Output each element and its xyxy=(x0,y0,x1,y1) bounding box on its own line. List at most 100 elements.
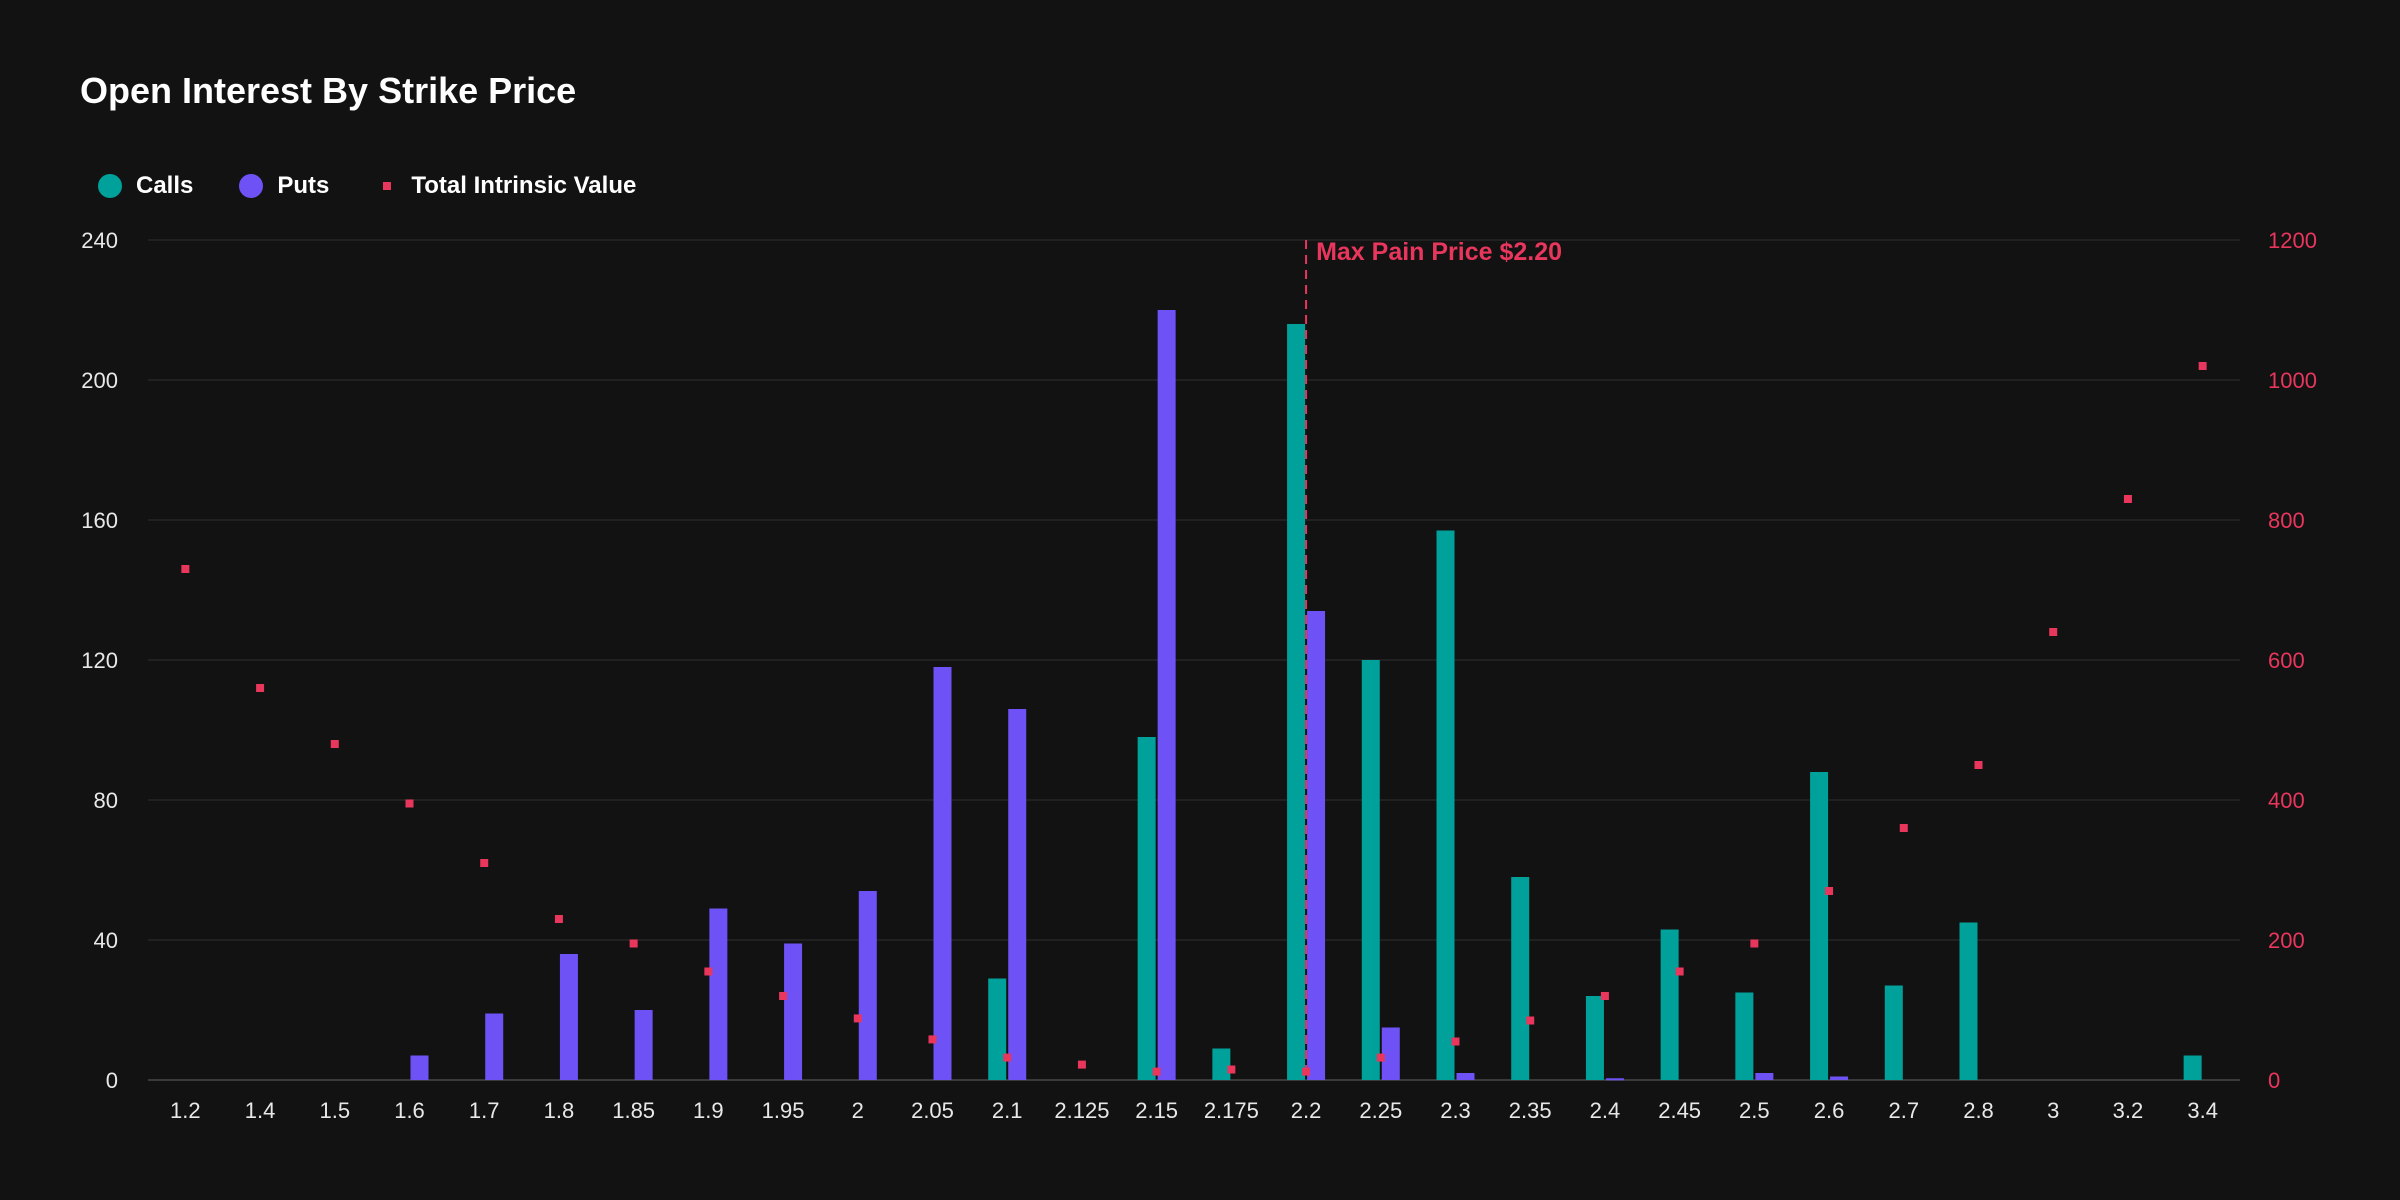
bar-puts xyxy=(1307,611,1326,1080)
point-intrinsic xyxy=(554,915,563,923)
bar-puts xyxy=(485,1013,504,1080)
x-tick-label: 1.7 xyxy=(469,1098,500,1123)
bar-calls xyxy=(1735,992,1754,1080)
point-intrinsic xyxy=(1152,1067,1161,1076)
x-tick-label: 1.6 xyxy=(394,1098,425,1123)
bar-puts xyxy=(784,943,803,1080)
x-tick-label: 1.95 xyxy=(762,1098,805,1123)
legend-item-puts[interactable]: Puts xyxy=(239,172,329,200)
point-intrinsic xyxy=(928,1035,937,1044)
y-left-tick-label: 40 xyxy=(94,928,118,953)
y-right-tick-label: 0 xyxy=(2268,1068,2280,1093)
x-tick-label: 3 xyxy=(2047,1098,2059,1123)
point-intrinsic xyxy=(853,1014,862,1023)
y-right-tick-label: 400 xyxy=(2268,788,2305,813)
bar-calls xyxy=(2183,1055,2202,1080)
x-tick-label: 1.8 xyxy=(544,1098,575,1123)
bar-puts xyxy=(709,908,728,1080)
bar-puts xyxy=(634,1010,653,1080)
point-intrinsic xyxy=(629,939,638,948)
x-tick-label: 3.4 xyxy=(2187,1098,2218,1123)
bar-calls xyxy=(1361,660,1380,1080)
x-tick-label: 2.4 xyxy=(1590,1098,1621,1123)
x-tick-label: 2.3 xyxy=(1440,1098,1471,1123)
max-pain-label: Max Pain Price $2.20 xyxy=(1316,238,1562,266)
point-intrinsic xyxy=(1974,761,1983,769)
y-right-tick-label: 1200 xyxy=(2268,228,2317,253)
x-tick-label: 1.5 xyxy=(319,1098,350,1123)
point-intrinsic xyxy=(181,565,190,573)
x-tick-label: 2.15 xyxy=(1135,1098,1178,1123)
bar-calls xyxy=(988,978,1007,1080)
point-intrinsic xyxy=(1675,967,1684,976)
x-tick-label: 2.8 xyxy=(1963,1098,1994,1123)
x-tick-label: 2.05 xyxy=(911,1098,954,1123)
point-intrinsic xyxy=(1825,887,1834,895)
point-intrinsic xyxy=(1077,1060,1086,1069)
point-intrinsic xyxy=(1526,1016,1535,1025)
point-intrinsic xyxy=(704,967,713,976)
bar-calls xyxy=(1959,922,1978,1080)
bar-puts xyxy=(410,1055,429,1080)
bar-calls xyxy=(1884,985,1903,1080)
point-intrinsic xyxy=(480,859,489,867)
y-right-tick-label: 800 xyxy=(2268,508,2305,533)
point-intrinsic xyxy=(2123,495,2132,503)
x-tick-label: 2.175 xyxy=(1204,1098,1259,1123)
point-intrinsic xyxy=(1899,824,1908,832)
x-tick-label: 1.4 xyxy=(245,1098,276,1123)
y-right-tick-label: 1000 xyxy=(2268,368,2317,393)
legend-swatch-calls xyxy=(98,174,122,198)
x-tick-label: 2.1 xyxy=(992,1098,1023,1123)
point-intrinsic xyxy=(2198,362,2207,370)
legend-item-intrinsic[interactable]: Total Intrinsic Value xyxy=(375,172,636,200)
bar-calls xyxy=(1511,877,1530,1080)
bar-puts xyxy=(1157,310,1176,1080)
bar-puts xyxy=(1605,1078,1624,1081)
y-left-tick-label: 200 xyxy=(81,368,118,393)
bar-calls xyxy=(1137,737,1156,1080)
x-tick-label: 2.2 xyxy=(1291,1098,1322,1123)
y-left-tick-label: 80 xyxy=(94,788,118,813)
bar-puts xyxy=(1830,1076,1849,1080)
chart-title: Open Interest By Strike Price xyxy=(80,70,577,111)
bar-calls xyxy=(1585,996,1604,1080)
point-intrinsic xyxy=(1376,1053,1385,1062)
x-tick-label: 2 xyxy=(852,1098,864,1123)
bar-calls xyxy=(1810,772,1829,1080)
y-left-tick-label: 160 xyxy=(81,508,118,533)
bar-puts xyxy=(858,891,877,1080)
legend-label-calls: Calls xyxy=(136,172,194,199)
y-right-tick-label: 600 xyxy=(2268,648,2305,673)
point-intrinsic xyxy=(1451,1037,1460,1046)
x-tick-label: 2.35 xyxy=(1509,1098,1552,1123)
x-tick-label: 1.2 xyxy=(170,1098,201,1123)
point-intrinsic xyxy=(330,740,339,748)
point-intrinsic xyxy=(405,799,414,808)
x-tick-label: 2.6 xyxy=(1814,1098,1845,1123)
point-intrinsic xyxy=(1003,1053,1012,1062)
bar-puts xyxy=(1008,709,1027,1080)
legend-item-calls[interactable]: Calls xyxy=(98,172,193,200)
x-tick-label: 2.45 xyxy=(1658,1098,1701,1123)
bar-calls xyxy=(1436,530,1455,1080)
bar-calls xyxy=(1212,1048,1231,1080)
bar-puts xyxy=(933,667,952,1080)
legend-swatch-puts xyxy=(239,174,264,198)
point-intrinsic xyxy=(256,684,265,692)
x-tick-label: 2.25 xyxy=(1359,1098,1402,1123)
point-intrinsic xyxy=(1750,939,1759,948)
x-tick-label: 2.125 xyxy=(1054,1098,1109,1123)
y-left-tick-label: 120 xyxy=(81,648,118,673)
point-intrinsic xyxy=(1302,1067,1311,1076)
legend-label-intrinsic: Total Intrinsic Value xyxy=(411,172,637,199)
x-tick-label: 1.85 xyxy=(612,1098,655,1123)
legend-swatch-intrinsic xyxy=(383,182,392,190)
x-tick-label: 2.7 xyxy=(1888,1098,1919,1123)
bar-puts xyxy=(1381,1027,1400,1080)
bar-calls xyxy=(1660,929,1679,1080)
bar-puts xyxy=(559,954,578,1080)
bar-puts xyxy=(1755,1073,1774,1080)
point-intrinsic xyxy=(1227,1065,1236,1074)
